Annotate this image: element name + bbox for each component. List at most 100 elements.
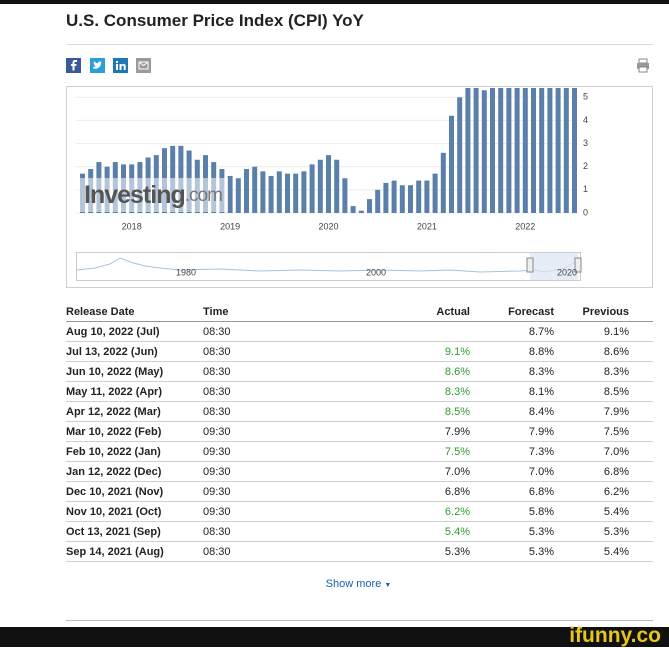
cell-date: Jun 10, 2022 (May) xyxy=(66,366,164,378)
y-tick-label: 2 xyxy=(583,161,588,171)
y-tick-label: 3 xyxy=(583,138,588,148)
cell-time: 09:30 xyxy=(203,466,231,478)
bar xyxy=(334,159,340,213)
table-row: May 11, 2022 (Apr) 08:30 8.3% 8.1% 8.5% xyxy=(66,382,653,402)
bar xyxy=(539,88,545,214)
cell-actual: 8.3% xyxy=(444,386,470,398)
table-row: Aug 10, 2022 (Jul) 08:30 8.7% 9.1% xyxy=(66,322,653,342)
cell-time: 09:30 xyxy=(203,486,231,498)
cell-previous: 5.4% xyxy=(603,506,629,518)
cell-previous: 5.4% xyxy=(603,546,629,558)
bar xyxy=(383,182,389,213)
cell-previous: 9.1% xyxy=(603,326,629,338)
bar xyxy=(481,90,487,213)
show-more-link[interactable]: Show more ▼ xyxy=(325,578,392,590)
table-row: Feb 10, 2022 (Jan) 09:30 7.5% 7.3% 7.0% xyxy=(66,442,653,462)
cell-date: Jan 12, 2022 (Dec) xyxy=(66,466,162,478)
cell-date: Dec 10, 2021 (Nov) xyxy=(66,486,164,498)
cell-time: 08:30 xyxy=(203,406,231,418)
bar xyxy=(465,88,471,213)
cell-previous: 8.3% xyxy=(603,366,629,378)
bar xyxy=(268,175,274,213)
column-header: Previous xyxy=(582,306,629,318)
bar xyxy=(227,175,233,213)
bar xyxy=(317,159,323,213)
bar xyxy=(555,88,561,213)
table-row: Sep 14, 2021 (Aug) 08:30 5.3% 5.3% 5.4% xyxy=(66,542,653,562)
cell-actual: 7.9% xyxy=(444,426,470,438)
cell-actual: 9.1% xyxy=(444,346,470,358)
cell-forecast: 8.1% xyxy=(528,386,554,398)
cell-time: 09:30 xyxy=(203,506,231,518)
navigator-label: 1980 xyxy=(176,267,196,277)
navigator-handle-left[interactable] xyxy=(526,257,534,273)
x-tick-label: 2018 xyxy=(122,221,142,231)
navigator-range[interactable] xyxy=(530,253,578,280)
column-header: Actual xyxy=(436,306,470,318)
bar xyxy=(457,97,463,213)
table-row: Jul 13, 2022 (Jun) 08:30 9.1% 8.8% 8.6% xyxy=(66,342,653,362)
chart-watermark: Investing.com xyxy=(84,181,222,209)
site-watermark: ifunny.co xyxy=(569,624,661,647)
cell-date: Jul 13, 2022 (Jun) xyxy=(66,346,158,358)
cell-date: Oct 13, 2021 (Sep) xyxy=(66,526,161,538)
top-bar xyxy=(0,0,669,4)
bar xyxy=(547,88,553,213)
cell-forecast: 5.3% xyxy=(528,546,554,558)
cell-forecast: 8.3% xyxy=(528,366,554,378)
bar xyxy=(276,171,282,213)
cell-actual: 7.5% xyxy=(444,446,470,458)
bar xyxy=(506,88,512,214)
navigator-handle-right[interactable] xyxy=(574,257,582,273)
cell-date: Mar 10, 2022 (Feb) xyxy=(66,426,162,438)
cell-actual: 5.3% xyxy=(444,546,470,558)
cell-time: 09:30 xyxy=(203,426,231,438)
cell-time: 08:30 xyxy=(203,546,231,558)
bar xyxy=(408,185,413,213)
bar xyxy=(260,171,266,213)
bar xyxy=(522,88,528,214)
bar xyxy=(244,169,249,213)
y-tick-label: 5 xyxy=(583,92,588,102)
watermark-main: Investing xyxy=(84,181,185,209)
cell-previous: 8.5% xyxy=(603,386,629,398)
cell-forecast: 5.3% xyxy=(528,526,554,538)
table-header: Release Date Time Actual Forecast Previous xyxy=(66,302,653,322)
cell-time: 08:30 xyxy=(203,526,231,538)
cell-time: 08:30 xyxy=(203,326,231,338)
cell-forecast: 7.0% xyxy=(528,466,554,478)
cell-time: 08:30 xyxy=(203,386,231,398)
bar xyxy=(514,88,520,213)
cell-previous: 6.2% xyxy=(603,486,629,498)
cell-time: 08:30 xyxy=(203,346,231,358)
cell-date: Feb 10, 2022 (Jan) xyxy=(66,446,161,458)
bar xyxy=(563,88,569,213)
cell-forecast: 6.8% xyxy=(528,486,554,498)
bar xyxy=(399,185,405,213)
bar xyxy=(424,180,430,213)
cell-forecast: 8.4% xyxy=(528,406,554,418)
chart: 0 1 2 3 4 5 2018 2019 2020 2021 2022 Investing.com 1… xyxy=(66,86,653,288)
y-tick-label: 1 xyxy=(583,184,588,194)
column-header: Forecast xyxy=(508,306,554,318)
bar xyxy=(235,178,241,213)
table-row: Apr 12, 2022 (Mar) 08:30 8.5% 8.4% 7.9% xyxy=(66,402,653,422)
cell-actual: 6.2% xyxy=(444,506,470,518)
table-row: Jan 12, 2022 (Dec) 09:30 7.0% 7.0% 6.8% xyxy=(66,462,653,482)
bar xyxy=(350,206,356,213)
cell-previous: 7.0% xyxy=(603,446,629,458)
print-button[interactable] xyxy=(637,58,649,73)
cell-actual: 7.0% xyxy=(444,466,470,478)
divider xyxy=(66,44,653,45)
bar xyxy=(449,115,454,213)
cell-forecast: 7.3% xyxy=(528,446,554,458)
bar xyxy=(490,88,495,213)
show-more-text[interactable]: Show more xyxy=(325,578,382,590)
cell-forecast: 7.9% xyxy=(528,426,554,438)
linkedin-icon xyxy=(116,61,126,70)
bar xyxy=(342,178,348,213)
facebook-icon xyxy=(71,60,77,71)
navigator-label: 2020 xyxy=(557,267,577,277)
history-table: Release Date Time Actual Forecast Previous Au… xyxy=(66,302,653,562)
bar xyxy=(432,173,438,213)
